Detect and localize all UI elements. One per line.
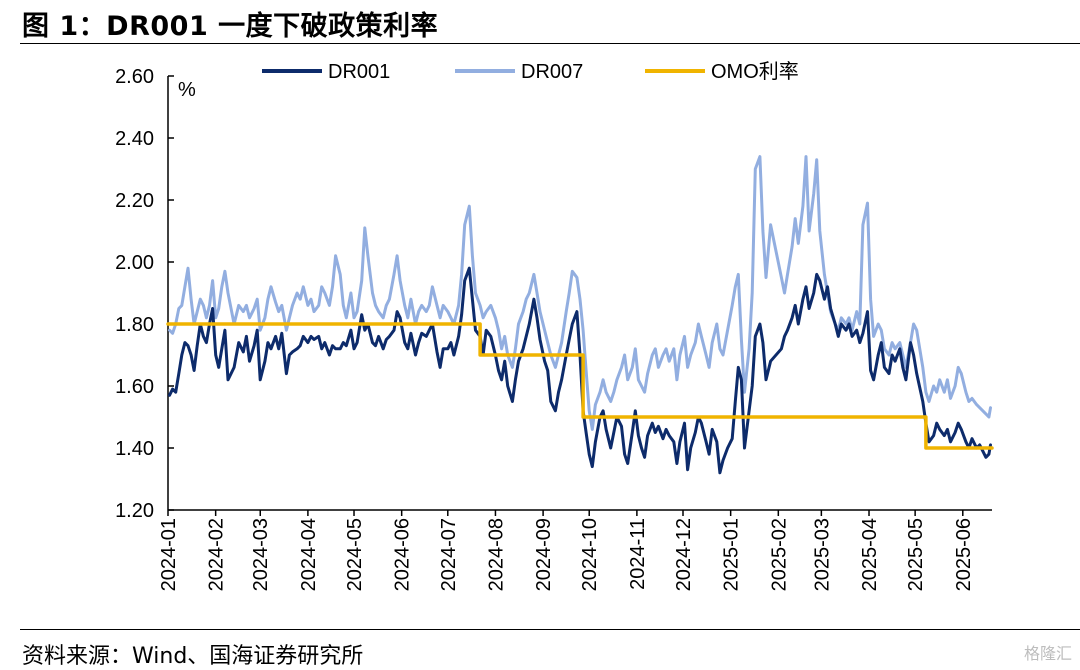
title-rule	[20, 43, 1080, 44]
y-axis-unit-label: %	[178, 79, 196, 101]
series-line-dr007	[168, 155, 992, 431]
y-tick-label: 2.20	[115, 190, 154, 212]
chart-series	[166, 155, 994, 475]
chart-legend: DR001 DR007 OMO利率	[262, 60, 799, 83]
source-rule	[20, 629, 1080, 630]
x-tick-label: 2024-04	[298, 518, 320, 591]
line-chart: 1.20 1.40 1.60 1.80 2.00 2.20 2.40 2.60 2024-01 2…	[115, 60, 994, 591]
x-tick-label: 2025-02	[768, 518, 790, 591]
y-tick-label: 2.40	[115, 128, 154, 150]
legend-item-dr001: DR001	[262, 61, 390, 83]
series-line-omo-rate	[166, 322, 994, 450]
x-tick-label: 2024-01	[158, 518, 180, 591]
y-tick-label: 1.60	[115, 376, 154, 398]
series-line-dr001	[168, 266, 992, 475]
x-tick-label: 2025-04	[859, 518, 881, 591]
x-tick-label: 2024-05	[344, 518, 366, 591]
x-tick-label: 2024-07	[438, 518, 460, 591]
x-tick-label: 2024-09	[533, 518, 555, 591]
source-note: 资料来源：Wind、国海证券研究所	[22, 644, 364, 669]
x-tick-label: 2024-02	[206, 518, 228, 591]
x-tick-label: 2024-12	[673, 518, 695, 591]
chart-axes: 1.20 1.40 1.60 1.80 2.00 2.20 2.40 2.60 2024-01 2…	[115, 66, 992, 591]
legend-item-omo-rate: OMO利率	[645, 60, 799, 83]
legend-item-dr007: DR007	[455, 61, 583, 83]
legend-label: DR001	[328, 61, 390, 83]
legend-label: OMO利率	[711, 60, 799, 83]
x-tick-label: 2024-10	[579, 518, 601, 591]
y-tick-label: 1.20	[115, 500, 154, 522]
x-tick-label: 2024-08	[485, 518, 507, 591]
y-tick-label: 2.60	[115, 66, 154, 88]
y-tick-label: 1.40	[115, 438, 154, 460]
y-tick-label: 1.80	[115, 314, 154, 336]
figure-title: 图 1：DR001 一度下破政策利率	[22, 11, 439, 42]
x-tick-label: 2024-11	[627, 518, 649, 590]
x-tick-label: 2024-06	[392, 518, 414, 591]
x-tick-label: 2025-05	[905, 518, 927, 591]
x-tick-label: 2025-01	[721, 518, 743, 591]
x-tick-label: 2025-06	[953, 518, 975, 591]
legend-label: DR007	[521, 61, 583, 83]
x-tick-label: 2024-03	[250, 518, 272, 591]
y-tick-label: 2.00	[115, 252, 154, 274]
watermark-logo: 格隆汇	[1023, 644, 1072, 663]
x-tick-label: 2025-03	[811, 518, 833, 591]
